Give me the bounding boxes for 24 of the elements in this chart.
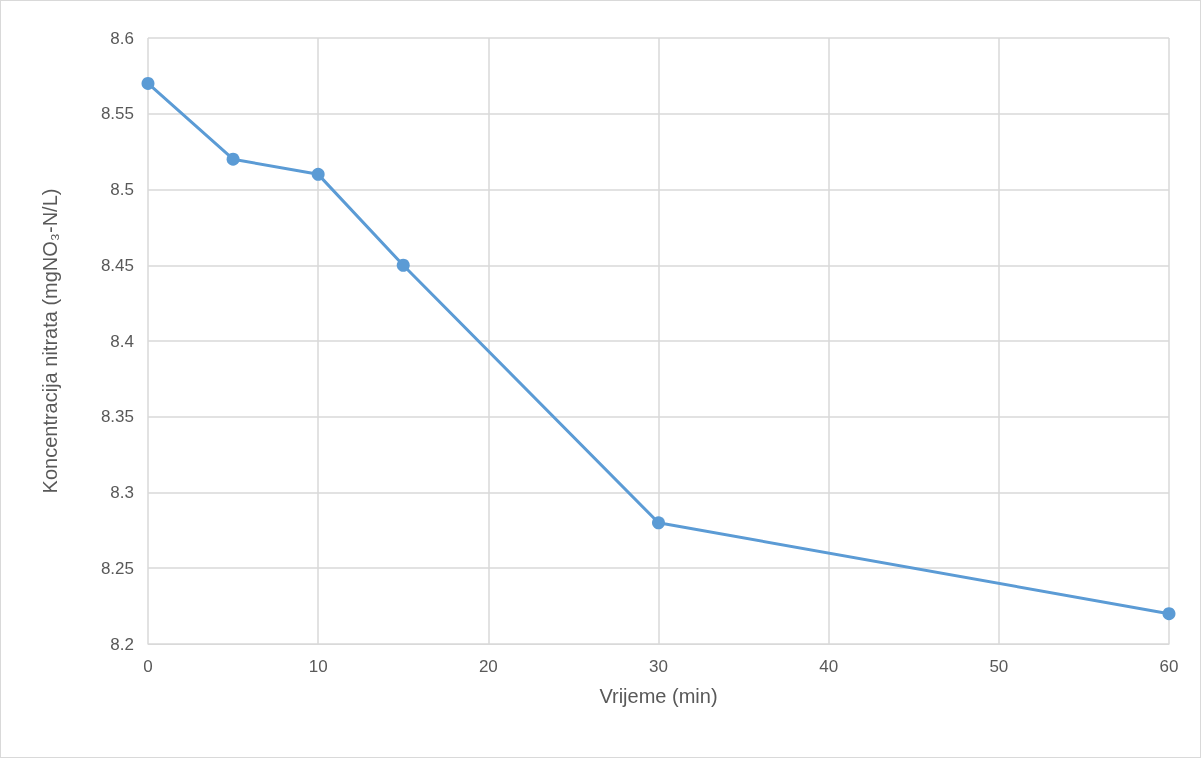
y-tick-label: 8.4	[110, 331, 134, 351]
x-tick-label: 0	[143, 657, 153, 676]
y-tick-label: 8.25	[100, 558, 134, 578]
point	[226, 152, 240, 166]
x-tick-label: 10	[308, 657, 328, 676]
point	[396, 258, 410, 272]
point	[652, 516, 665, 530]
x-tick-label: 30	[649, 657, 668, 676]
y-tick-label: 8.45	[100, 255, 134, 275]
y-tick-label: 8.6	[110, 28, 134, 48]
y-axis-title: Koncentracija nitrata (mgNO₃-N/L)	[39, 188, 61, 494]
x-tick-label: 20	[478, 657, 498, 676]
point	[141, 76, 155, 90]
x-tick-label: 60	[1159, 657, 1179, 676]
y-tick-label: 8.2	[110, 634, 134, 654]
y-tick-label: 8.55	[100, 104, 134, 124]
y-tick-label: 8.5	[110, 180, 134, 199]
y-tick-label: 8.35	[100, 407, 134, 427]
x-tick-label: 50	[989, 657, 1009, 676]
point	[311, 167, 325, 181]
y-tick-label: 8.3	[110, 483, 134, 502]
x-axis-title: Vrijeme (min)	[599, 685, 718, 707]
x-tick-label: 40	[819, 657, 839, 676]
point	[1162, 607, 1176, 621]
